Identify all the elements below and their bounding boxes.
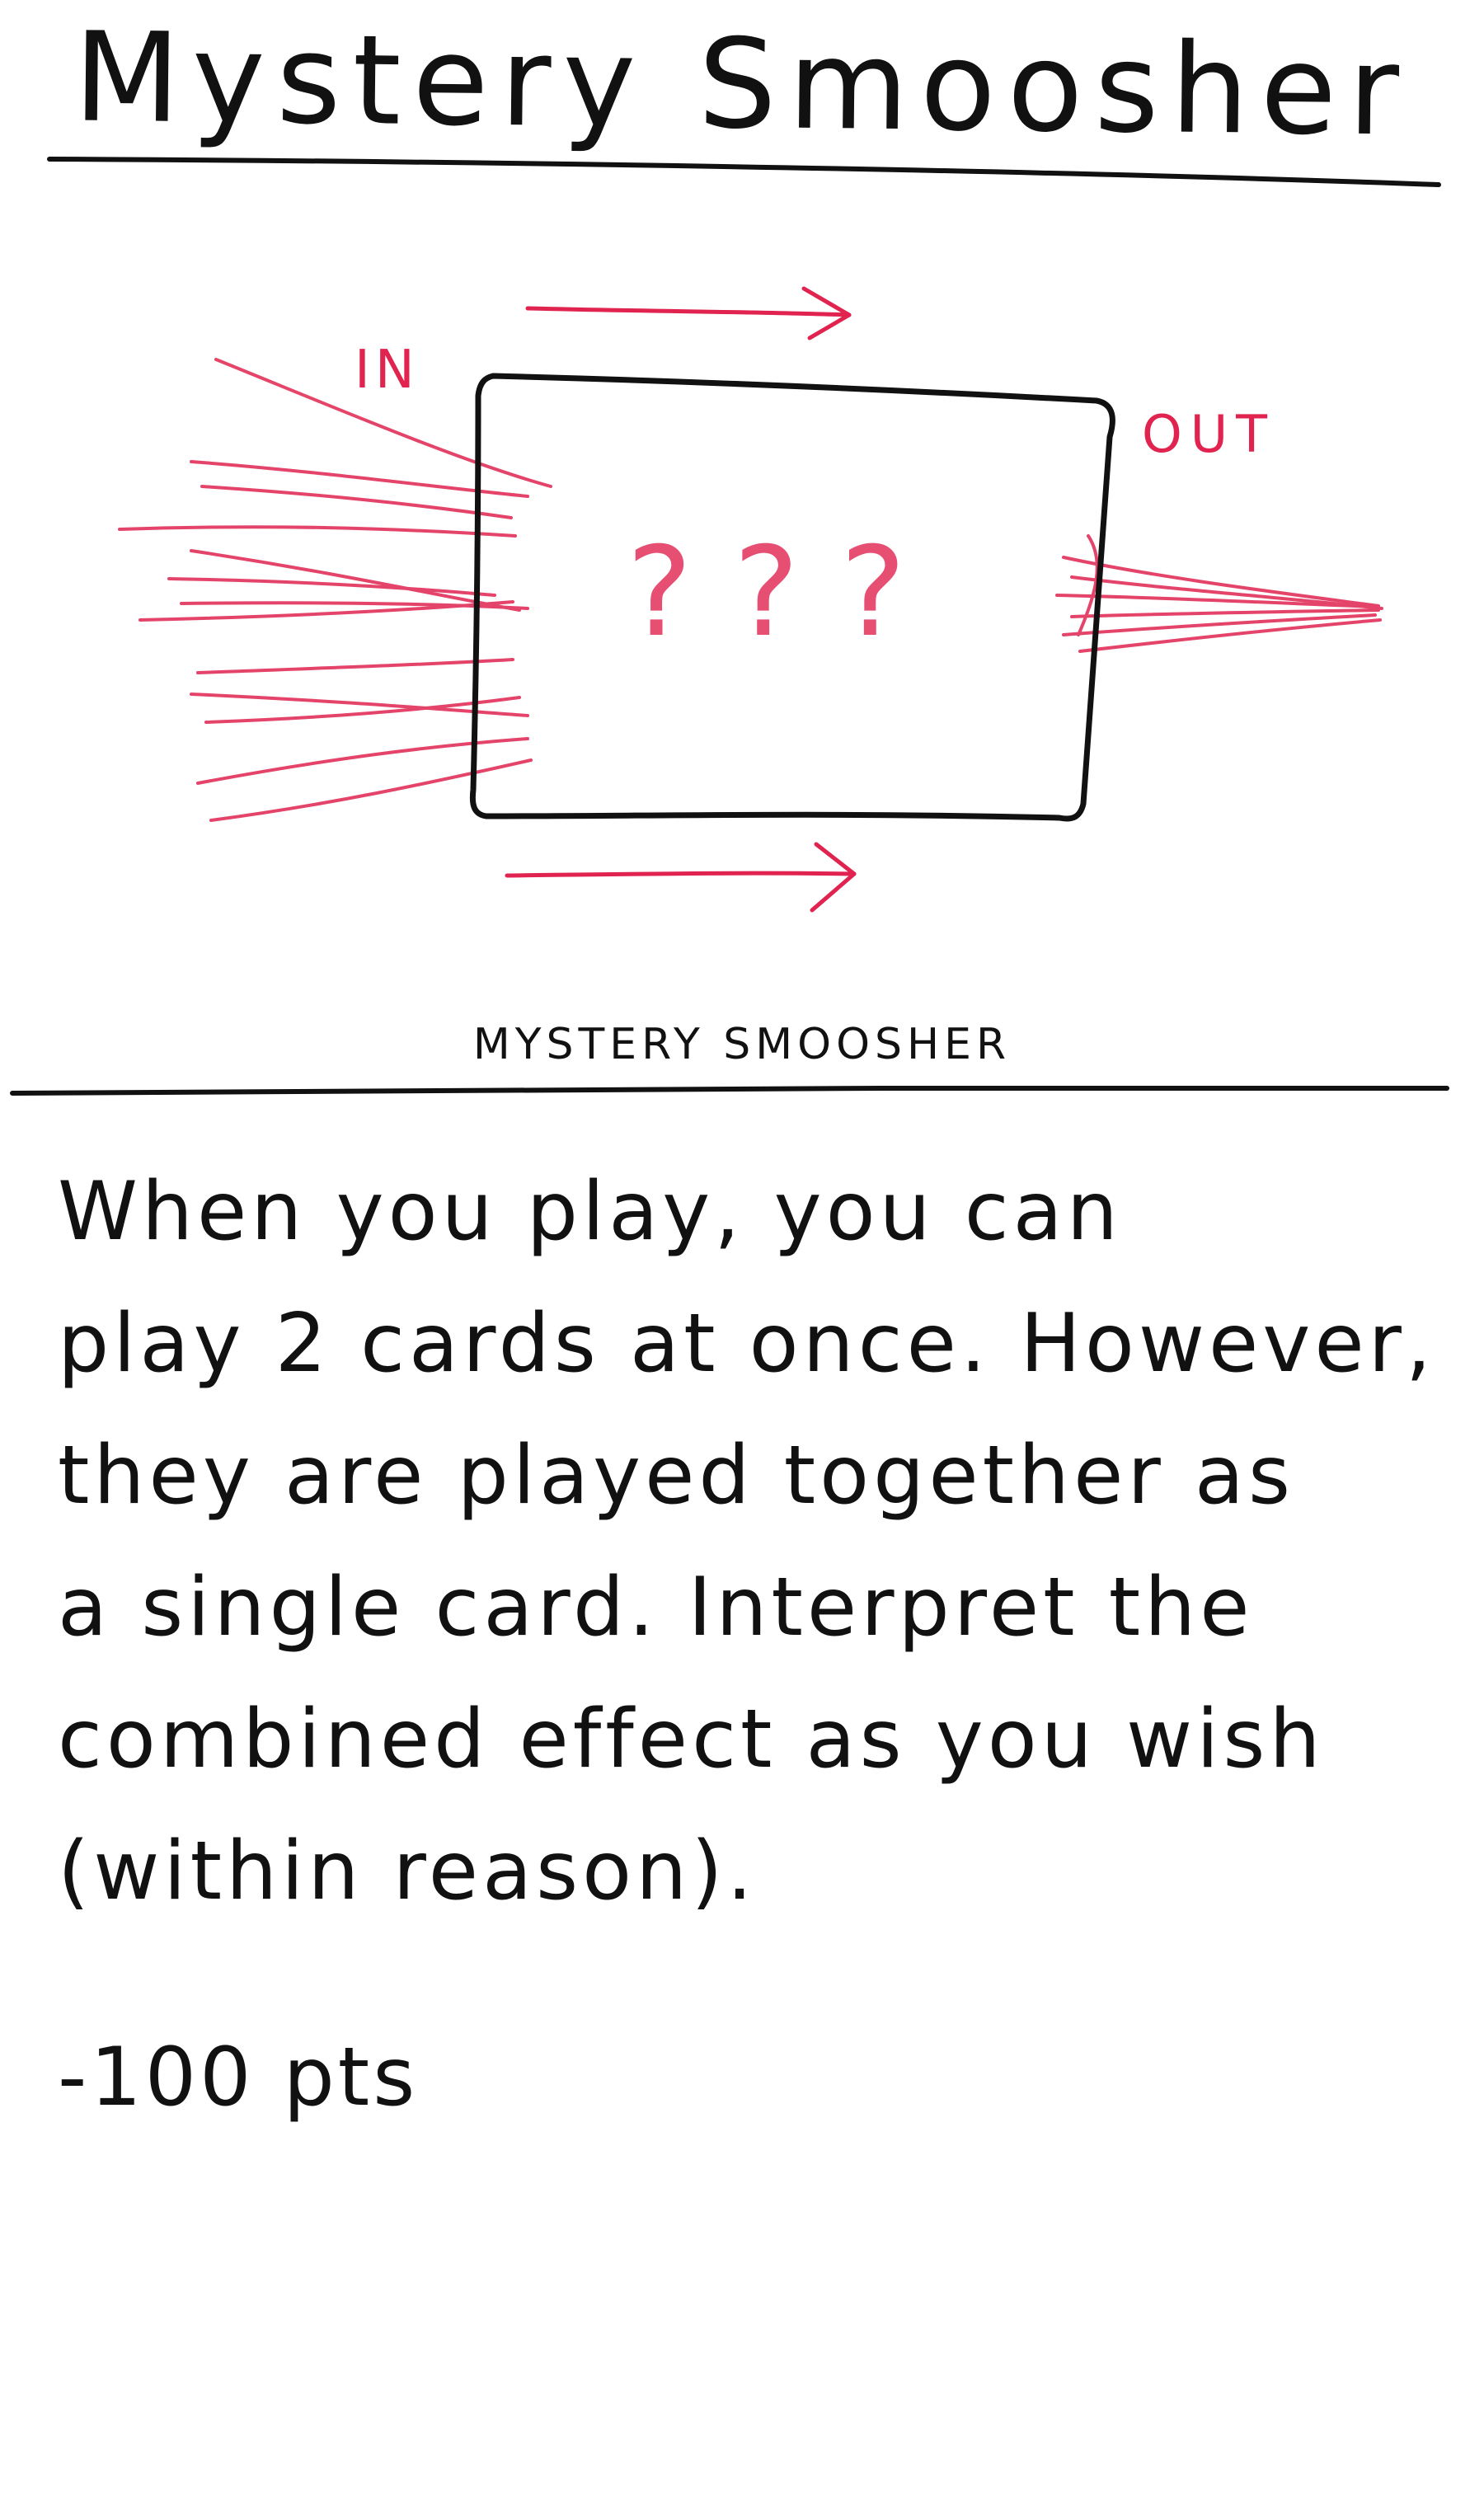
rules-line: play 2 cards at once. However, bbox=[58, 1297, 1436, 1391]
card-points: -100 pts bbox=[58, 2031, 419, 2125]
rules-line: a single card. Interpret the bbox=[58, 1561, 1254, 1655]
card-subtitle: MYSTERY SMOOSHER bbox=[472, 1020, 1012, 1069]
card-rules-text: When you play, you can play 2 cards at o… bbox=[58, 1146, 1436, 1937]
arrow-icon-bottom bbox=[505, 842, 857, 913]
rules-line: combined effect as you wish bbox=[58, 1693, 1325, 1787]
rules-line: (within reason). bbox=[58, 1824, 757, 1918]
input-lines bbox=[118, 358, 552, 822]
rules-line: When you play, you can bbox=[58, 1165, 1122, 1259]
output-lines bbox=[1055, 534, 1383, 653]
smoosher-illustration: IN OUT ??? bbox=[118, 286, 1383, 913]
arrow-icon-top bbox=[525, 286, 852, 340]
in-label: IN bbox=[355, 340, 420, 401]
card-title: Mystery Smoosher bbox=[73, 6, 1411, 164]
out-label: OUT bbox=[1142, 404, 1275, 464]
title-divider bbox=[47, 157, 1441, 187]
box-label: ??? bbox=[627, 521, 947, 664]
mystery-box bbox=[469, 373, 1115, 822]
rules-line: they are played together as bbox=[58, 1429, 1295, 1523]
subtitle-divider bbox=[10, 1085, 1449, 1096]
